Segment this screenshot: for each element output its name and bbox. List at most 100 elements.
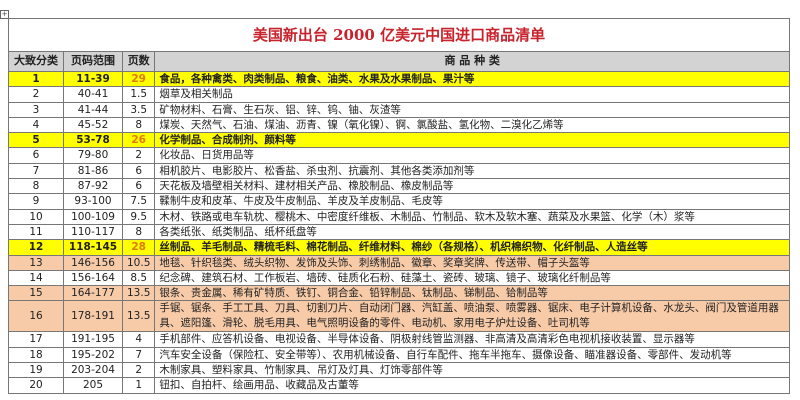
goods-cell: 丝制品、羊毛制品、精梳毛料、棉花制品、纤维材料、棉纱（各规格）、机织棉织物、化纤… — [154, 239, 790, 256]
goods-cell: 天花板及墙壁相关材料、建材相关产品、橡胶制品、橡皮制品等 — [154, 178, 790, 195]
page-count-cell: 2 — [121, 147, 156, 164]
category-cell: 9 — [8, 193, 64, 210]
table-row: 17 191-195 4 手机部件、应答机设备、电视设备、半导体设备、阴极射线管监测器… — [8, 331, 790, 348]
table-row: 6 79-80 2 化妆品、日货用品等 — [8, 147, 790, 164]
goods-cell: 地毯、针织毯类、绒头织物、发饰及头饰、刺绣制品、徽章、奖章奖牌、传送带、帽子头盔… — [154, 254, 790, 271]
page-count-cell: 8.5 — [121, 269, 156, 287]
table-row: 19 203-204 2 木制家具、塑料家具、竹制家具、吊灯及灯具、灯饰零部件等 — [8, 362, 790, 379]
page-count-cell: 13.5 — [121, 285, 156, 302]
table-row: 7 81-86 6 相机胶片、电影胶片、松香盐、杀虫剂、抗震剂、其他各类添加剂等 — [8, 162, 790, 180]
category-cell: 14 — [8, 269, 64, 287]
page-count-cell: 26 — [121, 132, 156, 149]
category-cell: 15 — [8, 285, 64, 302]
page-count-cell: 28 — [121, 239, 156, 256]
goods-cell: 木材、铁路或电车轨枕、樱桃木、中密度纤维板、木制品、竹制品、软木及软木塞、蔬菜及… — [154, 208, 790, 225]
table-row: 8 87-92 6 天花板及墙壁相关材料、建材相关产品、橡胶制品、橡皮制品等 — [8, 178, 790, 195]
page-range-cell: 205 — [63, 377, 123, 394]
page-range-cell: 164-177 — [63, 285, 123, 302]
page-range-cell: 45-52 — [63, 116, 123, 134]
page-range-cell: 11-39 — [63, 70, 123, 88]
table-row: 12 118-145 28 丝制品、羊毛制品、精梳毛料、棉花制品、纤维材料、棉纱（各规… — [8, 239, 790, 256]
goods-cell: 汽车安全设备（保险杠、安全带等）、农用机械设备、自行车配件、拖车半拖车、摄像设备… — [154, 346, 790, 364]
goods-cell: 钮扣、自拍杆、绘画用品、收藏品及古董等 — [154, 377, 790, 394]
page-range-cell: 178-191 — [63, 300, 123, 333]
goods-cell: 各类纸张、纸类制品、纸杯纸盘等 — [154, 223, 790, 241]
page-count-cell: 13.5 — [121, 300, 156, 333]
table-row: 1 11-39 29 食品，各种禽类、肉类制品、粮食、油类、水果及水果制品、果汁等 — [8, 70, 790, 88]
page-count-cell: 7 — [121, 346, 156, 364]
page-count-cell: 10.5 — [121, 254, 156, 271]
header-goods: 商 品 种 类 — [154, 51, 790, 72]
table-row: 5 53-78 26 化学制品、合成制剂、颜料等 — [8, 132, 790, 149]
table-row: 2 40-41 1.5 烟草及相关制品 — [8, 86, 790, 103]
category-cell: 6 — [8, 147, 64, 164]
goods-cell: 化妆品、日货用品等 — [154, 147, 790, 164]
table-row: 18 195-202 7 汽车安全设备（保险杠、安全带等）、农用机械设备、自行车配件、… — [8, 346, 790, 364]
header-page-range: 页码范围 — [63, 51, 123, 72]
category-cell: 17 — [8, 331, 64, 348]
table-row: 15 164-177 13.5 银条、贵金属、稀有矿特质、铁钉、铜合金、铅锌制品、钛制… — [8, 285, 790, 302]
goods-cell: 相机胶片、电影胶片、松香盐、杀虫剂、抗震剂、其他各类添加剂等 — [154, 162, 790, 180]
goods-cell: 银条、贵金属、稀有矿特质、铁钉、铜合金、铅锌制品、钛制品、锑制品、铪制品等 — [154, 285, 790, 302]
page-range-cell: 40-41 — [63, 86, 123, 103]
category-cell: 4 — [8, 116, 64, 134]
header-page-count: 页数 — [121, 51, 156, 72]
page-count-cell: 2 — [121, 362, 156, 379]
page-range-cell: 156-164 — [63, 269, 123, 287]
category-cell: 2 — [8, 86, 64, 103]
page-range-cell: 53-78 — [63, 132, 123, 149]
page-range-cell: 146-156 — [63, 254, 123, 271]
table-row: 9 93-100 7.5 鞣制牛皮和皮革、牛皮及牛皮制品、羊皮及羊皮制品、毛皮等 — [8, 193, 790, 210]
category-cell: 19 — [8, 362, 64, 379]
page-range-cell: 118-145 — [63, 239, 123, 256]
header-row: 大致分类 页码范围 页数 商 品 种 类 — [8, 51, 790, 72]
category-cell: 20 — [8, 377, 64, 394]
goods-cell: 手锯、锯条、手工工具、刀具、切割刀片、自动闭门器、汽缸盖、喷油泵、喷雾器、锯床、… — [154, 300, 790, 333]
page-range-cell: 93-100 — [63, 193, 123, 210]
page-count-cell: 4 — [121, 331, 156, 348]
category-cell: 5 — [8, 132, 64, 149]
goods-cell: 纪念碑、建筑石材、工作板岩、墙砖、硅质化石粉、硅藻土、瓷砖、玻璃、镜子、玻璃化纤… — [154, 269, 790, 287]
page-count-cell: 6 — [121, 162, 156, 180]
table-row: 14 156-164 8.5 纪念碑、建筑石材、工作板岩、墙砖、硅质化石粉、硅藻土、瓷… — [8, 269, 790, 287]
category-cell: 3 — [8, 101, 64, 118]
page-count-cell: 9.5 — [121, 208, 156, 225]
category-cell: 7 — [8, 162, 64, 180]
category-cell: 16 — [8, 300, 64, 333]
goods-cell: 化学制品、合成制剂、颜料等 — [154, 132, 790, 149]
table-move-handle-icon[interactable]: + — [0, 10, 9, 19]
page-range-cell: 191-195 — [63, 331, 123, 348]
page-count-cell: 1.5 — [121, 86, 156, 103]
header-category: 大致分类 — [8, 51, 64, 72]
page-count-cell: 8 — [121, 223, 156, 241]
page-range-cell: 79-80 — [63, 147, 123, 164]
table-row: 10 100-109 9.5 木材、铁路或电车轨枕、樱桃木、中密度纤维板、木制品、竹制… — [8, 208, 790, 225]
page-range-cell: 87-92 — [63, 178, 123, 195]
category-cell: 8 — [8, 178, 64, 195]
page-count-cell: 29 — [121, 70, 156, 88]
page-count-cell: 8 — [121, 116, 156, 134]
table-row: 20 205 1 钮扣、自拍杆、绘画用品、收藏品及古董等 — [8, 377, 790, 394]
page-count-cell: 3.5 — [121, 101, 156, 118]
table-row: 13 146-156 10.5 地毯、针织毯类、绒头织物、发饰及头饰、刺绣制品、徽章、… — [8, 254, 790, 271]
page-range-cell: 100-109 — [63, 208, 123, 225]
page-range-cell: 203-204 — [63, 362, 123, 379]
goods-cell: 煤炭、天然气、石油、煤油、沥青、镍（氧化镍）、锕、氯酸盐、氢化物、二溴化乙烯等 — [154, 116, 790, 134]
goods-cell: 鞣制牛皮和皮革、牛皮及牛皮制品、羊皮及羊皮制品、毛皮等 — [154, 193, 790, 210]
goods-cell: 矿物材料、石膏、生石灰、铝、锌、钨、铀、灰渣等 — [154, 101, 790, 118]
category-cell: 1 — [8, 70, 64, 88]
page-range-cell: 195-202 — [63, 346, 123, 364]
goods-cell: 手机部件、应答机设备、电视设备、半导体设备、阴极射线管监测器、非高清及高清彩色电… — [154, 331, 790, 348]
table-row: 4 45-52 8 煤炭、天然气、石油、煤油、沥青、镍（氧化镍）、锕、氯酸盐、氢化物、… — [8, 116, 790, 134]
goods-cell: 食品，各种禽类、肉类制品、粮食、油类、水果及水果制品、果汁等 — [154, 70, 790, 88]
category-cell: 18 — [8, 346, 64, 364]
table-row: 11 110-117 8 各类纸张、纸类制品、纸杯纸盘等 — [8, 223, 790, 241]
page-count-cell: 7.5 — [121, 193, 156, 210]
page-range-cell: 41-44 — [63, 101, 123, 118]
page-count-cell: 6 — [121, 178, 156, 195]
page-range-cell: 110-117 — [63, 223, 123, 241]
table-title: 美国新出台 2000 亿美元中国进口商品清单 — [8, 18, 790, 52]
category-cell: 10 — [8, 208, 64, 225]
page-range-cell: 81-86 — [63, 162, 123, 180]
import-goods-table: 美国新出台 2000 亿美元中国进口商品清单 大致分类 页码范围 页数 商 品 … — [8, 18, 790, 394]
